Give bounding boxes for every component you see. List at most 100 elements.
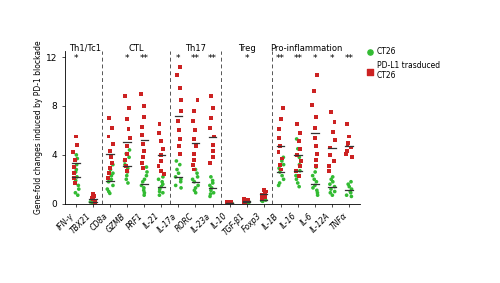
Point: [90, 200, 98, 205]
Point: [206, 194, 214, 199]
Point: [240, 200, 248, 204]
Point: [70, 176, 78, 180]
Point: [330, 189, 338, 194]
Point: [208, 186, 216, 190]
Point: [277, 167, 285, 172]
Legend: CT26, PD-L1 trasduced
CT26: CT26, PD-L1 trasduced CT26: [367, 47, 440, 80]
Point: [313, 151, 321, 156]
Point: [159, 175, 167, 179]
Point: [89, 199, 97, 204]
Point: [311, 136, 319, 140]
Point: [72, 162, 80, 167]
Point: [295, 173, 303, 178]
Point: [326, 145, 334, 150]
Point: [244, 201, 252, 205]
Point: [259, 197, 267, 201]
Point: [274, 183, 282, 188]
Point: [190, 128, 198, 133]
Point: [310, 177, 318, 182]
Point: [71, 157, 79, 162]
Point: [308, 173, 316, 178]
Point: [292, 173, 300, 178]
Point: [138, 183, 145, 188]
Point: [140, 188, 147, 192]
Point: [194, 98, 202, 102]
Point: [280, 162, 287, 167]
Point: [177, 98, 185, 102]
Point: [156, 189, 164, 194]
Point: [312, 164, 320, 168]
Point: [124, 166, 132, 171]
Point: [240, 201, 248, 205]
Point: [208, 94, 216, 98]
Point: [174, 118, 182, 123]
Point: [276, 162, 284, 167]
Point: [177, 177, 185, 182]
Point: [176, 151, 184, 156]
Point: [138, 161, 146, 166]
Point: [312, 179, 320, 184]
Point: [330, 129, 338, 134]
Point: [122, 164, 130, 168]
Point: [330, 185, 338, 189]
Point: [138, 179, 146, 184]
Point: [74, 183, 82, 188]
Text: **: **: [344, 54, 354, 63]
Point: [158, 185, 166, 189]
Point: [125, 155, 133, 160]
Point: [70, 171, 78, 175]
Point: [294, 181, 302, 185]
Point: [177, 109, 185, 113]
Point: [140, 193, 148, 198]
Point: [71, 181, 79, 185]
Point: [345, 185, 353, 189]
Point: [89, 201, 97, 205]
Point: [190, 188, 198, 192]
Text: **: **: [294, 54, 302, 63]
Point: [73, 175, 81, 179]
Point: [74, 143, 82, 147]
Point: [223, 200, 231, 204]
Point: [192, 190, 200, 195]
Point: [70, 165, 78, 169]
Point: [176, 137, 184, 141]
Point: [296, 155, 304, 160]
Point: [314, 193, 322, 198]
Point: [348, 155, 356, 160]
Point: [276, 127, 283, 131]
Point: [280, 177, 287, 182]
Point: [176, 179, 184, 184]
Point: [326, 168, 334, 173]
Text: **: **: [191, 54, 200, 63]
Point: [176, 162, 184, 167]
Point: [159, 182, 167, 186]
Point: [276, 181, 283, 185]
Point: [157, 139, 165, 144]
Text: Treg: Treg: [238, 44, 256, 53]
Point: [330, 120, 338, 124]
Point: [328, 175, 336, 179]
Point: [262, 198, 270, 202]
Point: [258, 195, 266, 199]
Point: [296, 130, 304, 135]
Text: Th17: Th17: [185, 44, 206, 53]
Point: [344, 122, 351, 127]
Point: [228, 201, 235, 205]
Point: [190, 167, 198, 172]
Text: **: **: [276, 54, 285, 63]
Point: [106, 191, 114, 196]
Point: [344, 182, 352, 186]
Point: [311, 183, 319, 188]
Point: [206, 116, 214, 121]
Point: [121, 162, 129, 167]
Point: [158, 159, 166, 163]
Point: [311, 170, 319, 174]
Point: [242, 198, 250, 202]
Point: [72, 170, 80, 174]
Point: [326, 182, 334, 186]
Point: [344, 143, 351, 147]
Point: [140, 177, 148, 182]
Point: [172, 159, 180, 163]
Point: [123, 168, 131, 173]
Point: [244, 198, 252, 203]
